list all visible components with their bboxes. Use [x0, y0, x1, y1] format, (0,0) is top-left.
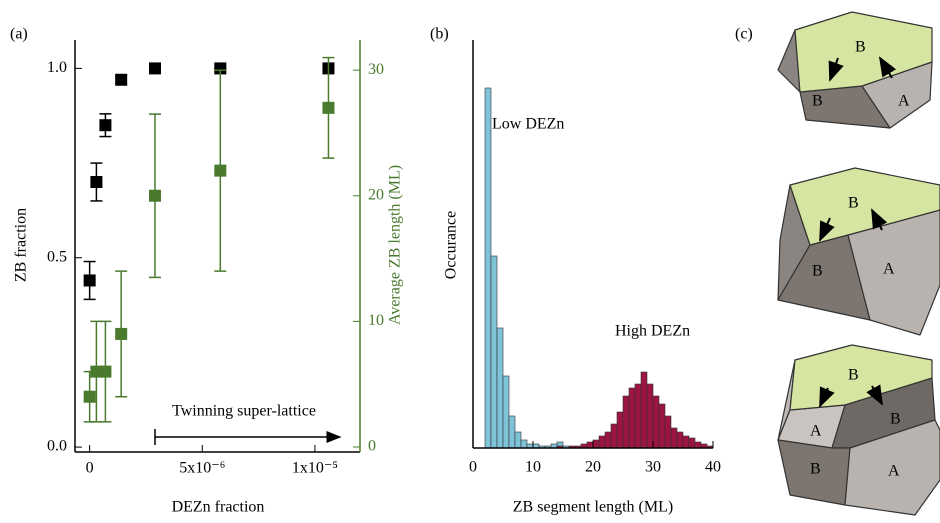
- panel-label: (c): [735, 26, 753, 43]
- legend-label: Low DEZn: [492, 116, 564, 133]
- panel-label: (b): [430, 26, 449, 43]
- y2-axis-label: Average ZB length (ML): [387, 165, 404, 325]
- histogram-bar: [484, 87, 492, 449]
- x-tick-label: 1x10⁻⁵: [292, 460, 338, 477]
- face-label: A: [888, 463, 900, 480]
- histogram-bar: [508, 415, 516, 449]
- face-label: B: [810, 461, 821, 478]
- histogram-bar: [520, 439, 528, 449]
- x-tick-label: 10: [525, 459, 541, 476]
- histogram-bar: [496, 327, 504, 449]
- histogram-bar: [646, 383, 654, 449]
- face-label: B: [812, 93, 823, 110]
- face-label: B: [855, 39, 866, 56]
- y-tick-label: 0.5: [47, 248, 67, 265]
- y2-tick-label: 20: [368, 186, 384, 203]
- arrow: [819, 386, 835, 408]
- x-tick-label: 40: [705, 459, 721, 476]
- face-label: B: [848, 367, 859, 384]
- point: [322, 101, 335, 114]
- histogram-bar: [694, 441, 702, 449]
- annotation: Twinning super-lattice: [172, 403, 316, 420]
- y-tick-label: 0.0: [47, 438, 67, 455]
- point: [115, 327, 128, 340]
- point: [99, 365, 112, 378]
- y2-tick-label: 0: [368, 438, 376, 455]
- point: [148, 62, 161, 75]
- x-tick-label: 0: [86, 460, 94, 477]
- panel-label: (a): [10, 26, 28, 43]
- point: [115, 73, 128, 86]
- face: [844, 419, 940, 516]
- histogram-bar: [688, 437, 696, 449]
- point: [148, 189, 161, 202]
- y-axis-label: Occurance: [443, 211, 460, 279]
- x-tick-label: 5x10⁻⁶: [179, 460, 225, 477]
- histogram-bar: [640, 371, 648, 449]
- histogram-bar: [628, 387, 636, 449]
- arrow: [866, 384, 883, 406]
- histogram-bar: [652, 395, 660, 449]
- histogram-bar: [682, 435, 690, 449]
- face-label: A: [898, 93, 910, 110]
- arrow: [878, 56, 897, 79]
- histogram-bar: [490, 255, 498, 449]
- point: [99, 119, 112, 132]
- histogram-bar: [514, 431, 522, 449]
- x-tick-label: 20: [585, 459, 601, 476]
- point: [90, 365, 103, 378]
- point: [83, 274, 96, 287]
- histogram-bar: [664, 415, 672, 449]
- y-tick-label: 1.0: [47, 59, 67, 76]
- histogram-bar: [622, 395, 630, 449]
- y2-tick-label: 10: [368, 312, 384, 329]
- x-axis-label: ZB segment length (ML): [513, 499, 673, 516]
- point: [83, 390, 96, 403]
- histogram-bar: [676, 431, 684, 449]
- face-label: B: [890, 411, 901, 428]
- histogram-bar: [670, 427, 678, 449]
- arrow: [828, 57, 844, 82]
- arrow: [871, 208, 888, 231]
- crystal-diagram: B A B B A: [777, 344, 940, 516]
- y-axis-label: ZB fraction: [13, 208, 30, 282]
- face-label: A: [883, 261, 895, 278]
- point: [214, 164, 227, 177]
- legend-label: High DEZn: [615, 323, 690, 340]
- histogram-bar: [658, 403, 666, 449]
- point: [90, 176, 103, 189]
- histogram-bar: [586, 441, 594, 449]
- arrow: [819, 217, 835, 242]
- histogram-bar: [610, 423, 618, 449]
- histogram-bar: [592, 439, 600, 449]
- histogram-bar: [634, 383, 642, 449]
- face-label: A: [810, 423, 822, 440]
- face-label: B: [812, 263, 823, 280]
- crystal-diagram: B B A: [777, 11, 933, 129]
- y2-tick-label: 30: [368, 61, 384, 78]
- face-label: B: [848, 195, 859, 212]
- point: [214, 62, 227, 75]
- histogram-bar: [604, 431, 612, 449]
- x-tick-label: 30: [645, 459, 661, 476]
- histogram-bar: [502, 375, 510, 449]
- x-axis-label: DEZn fraction: [172, 499, 265, 516]
- histogram-bar: [616, 411, 624, 449]
- crystal-diagram: B B A: [777, 167, 940, 336]
- x-tick-label: 0: [469, 459, 477, 476]
- histogram-bar: [598, 435, 606, 449]
